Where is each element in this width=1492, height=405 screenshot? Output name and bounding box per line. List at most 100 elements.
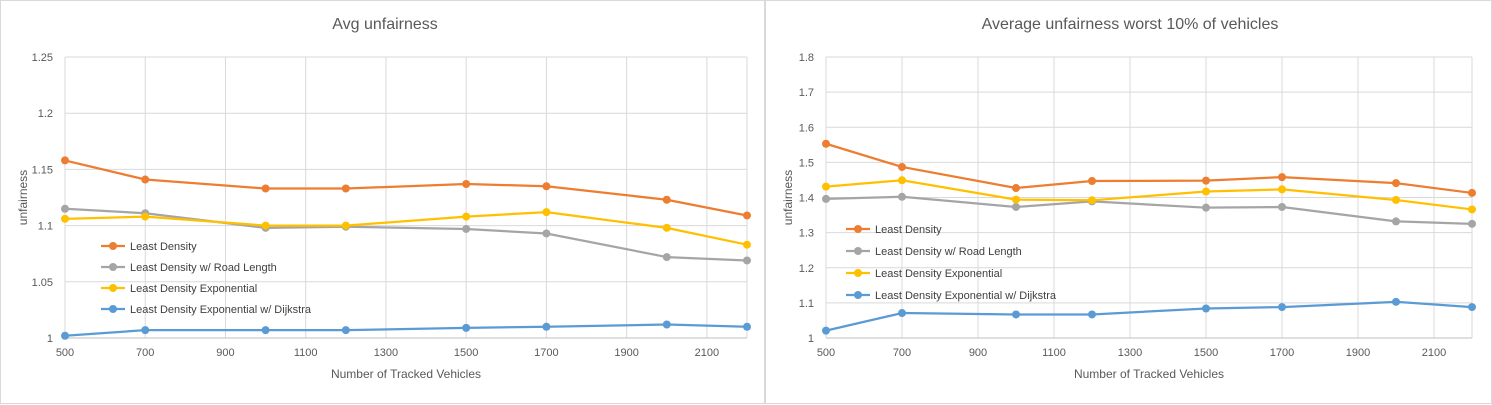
legend-entry: Least Density w/ Road Length <box>130 262 277 274</box>
x-axis-label: Number of Tracked Vehicles <box>331 367 481 381</box>
series-line-2 <box>825 179 1473 211</box>
data-point <box>341 326 350 335</box>
series-line-0 <box>825 142 1473 195</box>
legend-marker <box>109 263 117 271</box>
chart-avg-unfairness: Avg unfairness 1 1.05 1.1 1.15 1.2 1.25 500 700 9… <box>16 16 751 381</box>
x-tick-label: 900 <box>969 347 987 359</box>
data-point <box>61 156 69 165</box>
data-point <box>1468 219 1476 228</box>
data-point <box>662 223 671 232</box>
chart-worst-10-unfairness: Average unfairness worst 10% of vehicles… <box>781 16 1476 381</box>
x-tick-label: 2100 <box>695 347 719 359</box>
legend-entry: Least Density <box>875 224 942 236</box>
x-tick-label: 1700 <box>534 347 558 359</box>
legend-marker <box>109 242 117 250</box>
data-point <box>662 253 671 262</box>
data-point <box>141 212 150 221</box>
x-tick-label: 1900 <box>1346 347 1370 359</box>
data-point <box>61 204 69 213</box>
data-point <box>1278 173 1286 182</box>
series-line-1 <box>64 207 748 262</box>
y-tick-label: 1.2 <box>799 263 814 275</box>
data-point <box>1202 203 1210 212</box>
legend-marker <box>854 269 862 277</box>
data-point <box>1278 185 1286 194</box>
x-axis-label: Number of Tracked Vehicles <box>1074 367 1224 381</box>
data-point <box>1012 195 1020 204</box>
chart-panel-worst-10-unfairness: Average unfairness worst 10% of vehicles… <box>765 0 1492 404</box>
data-point <box>462 212 471 221</box>
legend-marker <box>854 291 862 299</box>
data-point <box>462 323 471 332</box>
chart-panel-avg-unfairness: Avg unfairness 1 1.05 1.1 1.15 1.2 1.25 500 700 9… <box>0 0 765 404</box>
legend-entry: Least Density <box>130 241 197 253</box>
data-point <box>822 139 830 148</box>
legend-marker <box>109 305 117 313</box>
data-point <box>141 175 150 184</box>
x-tick-label: 700 <box>136 347 154 359</box>
data-point <box>898 176 906 185</box>
y-tick-label: 1.4 <box>799 193 814 205</box>
data-point <box>898 192 906 201</box>
legend-entry: Least Density w/ Road Length <box>875 246 1022 258</box>
y-tick-label: 1.15 <box>32 164 53 176</box>
data-point <box>1088 196 1096 205</box>
data-point <box>898 309 906 318</box>
legend-marker <box>109 284 117 292</box>
y-tick-label: 1.7 <box>799 87 814 99</box>
data-point <box>542 182 551 191</box>
data-point <box>141 326 150 335</box>
series-line-1 <box>825 195 1473 225</box>
data-point <box>1392 217 1400 226</box>
legend-entry: Least Density Exponential w/ Dijkstra <box>130 304 312 316</box>
legend-entry: Least Density Exponential <box>875 268 1002 280</box>
x-tick-label: 700 <box>893 347 911 359</box>
data-point <box>822 326 830 335</box>
data-point <box>542 208 551 217</box>
data-point <box>662 320 671 329</box>
data-point <box>61 331 69 340</box>
legend-entry: Least Density Exponential w/ Dijkstra <box>875 290 1057 302</box>
y-axis-label: unfairness <box>16 170 30 225</box>
x-tick-label: 1100 <box>294 347 318 359</box>
y-tick-label: 1 <box>808 333 814 345</box>
data-point <box>1202 304 1210 313</box>
series-line-3 <box>825 300 1473 332</box>
legend-marker <box>854 225 862 233</box>
x-tick-label: 1500 <box>1194 347 1218 359</box>
x-tick-label: 1100 <box>1042 347 1066 359</box>
y-tick-label: 1.1 <box>38 221 53 233</box>
x-tick-label: 900 <box>216 347 234 359</box>
data-point <box>662 195 671 204</box>
y-tick-label: 1.25 <box>32 52 53 64</box>
data-point <box>1468 188 1476 197</box>
data-point <box>743 322 751 331</box>
data-point <box>61 214 69 223</box>
chart-title: Average unfairness worst 10% of vehicles <box>982 16 1279 33</box>
data-point <box>743 240 751 249</box>
data-point <box>1392 179 1400 188</box>
data-point <box>1392 297 1400 306</box>
data-point <box>1202 176 1210 185</box>
x-tick-label: 1300 <box>374 347 398 359</box>
y-tick-label: 1.2 <box>38 108 53 120</box>
y-tick-label: 1.6 <box>799 122 814 134</box>
x-tick-label: 1300 <box>1118 347 1142 359</box>
data-point <box>261 326 270 335</box>
y-axis-label: unfairness <box>781 170 795 225</box>
chart-title: Avg unfairness <box>332 16 438 33</box>
data-point <box>542 229 551 238</box>
data-point <box>1088 176 1096 185</box>
x-tick-label: 2100 <box>1422 347 1446 359</box>
data-point <box>1278 202 1286 211</box>
data-point <box>1088 310 1096 319</box>
data-point <box>261 221 270 230</box>
data-point <box>462 180 471 189</box>
data-point <box>898 162 906 171</box>
y-tick-label: 1 <box>47 333 53 345</box>
legend-marker <box>854 247 862 255</box>
data-point <box>1278 303 1286 312</box>
data-point <box>341 184 350 193</box>
data-point <box>261 184 270 193</box>
data-point <box>743 211 751 220</box>
